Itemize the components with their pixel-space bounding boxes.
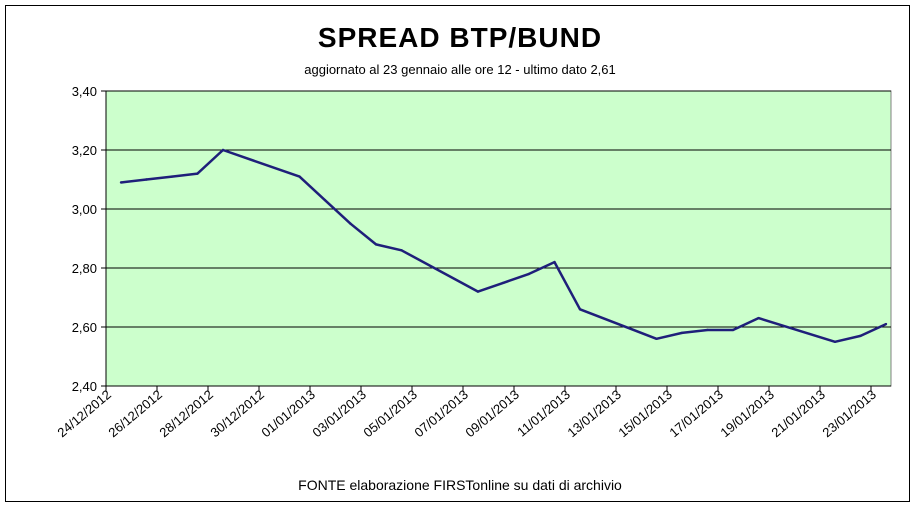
data-point (527, 272, 531, 276)
data-point (374, 243, 378, 246)
data-point (145, 178, 148, 181)
x-tick-label: 03/01/2013 (309, 387, 368, 440)
data-point (757, 316, 760, 320)
data-point (170, 175, 174, 178)
data-point (655, 337, 658, 340)
data-point (323, 198, 327, 202)
x-tick-label: 11/01/2013 (514, 387, 573, 440)
data-point (221, 148, 225, 152)
y-tick-label: 2,80 (72, 261, 97, 276)
x-tick-label: 24/12/2012 (54, 387, 113, 440)
x-tick-label: 28/12/2012 (156, 387, 215, 440)
x-tick-label: 17/01/2013 (666, 387, 725, 440)
x-tick-label: 19/01/2013 (717, 387, 776, 440)
y-tick-label: 2,40 (72, 379, 97, 394)
data-point (833, 340, 837, 343)
x-tick-label: 30/12/2012 (207, 387, 266, 440)
y-tick-label: 3,40 (72, 84, 97, 99)
x-tick-label: 26/12/2012 (105, 387, 164, 440)
chart-subtitle: aggiornato al 23 gennaio alle ore 12 - u… (304, 62, 616, 77)
data-point (476, 290, 480, 293)
data-point (502, 281, 505, 284)
y-tick-label: 3,00 (72, 202, 97, 217)
x-tick-label: 13/01/2013 (564, 387, 623, 440)
data-point (196, 172, 199, 175)
data-point (706, 328, 709, 332)
x-tick-label: 09/01/2013 (462, 387, 521, 440)
data-point (553, 260, 556, 264)
x-tick-label: 07/01/2013 (411, 387, 470, 440)
data-point (731, 328, 735, 332)
x-tick-label: 01/01/2013 (258, 387, 317, 440)
data-point (680, 331, 684, 335)
data-point (578, 308, 582, 311)
data-point (349, 222, 352, 225)
data-point (884, 322, 888, 326)
data-point (298, 175, 301, 178)
x-tick-label: 21/01/2013 (768, 387, 827, 440)
x-tick-label: 15/01/2013 (615, 387, 674, 440)
y-tick-label: 2,60 (72, 320, 97, 335)
x-tick-label: 23/01/2013 (819, 387, 878, 440)
data-point (859, 334, 862, 338)
data-point (400, 249, 403, 252)
chart-title: SPREAD BTP/BUND (317, 22, 603, 53)
data-point (119, 181, 123, 184)
chart-source: FONTE elaborazione FIRSTonline su dati d… (298, 477, 622, 493)
plot-area (105, 90, 892, 387)
x-tick-label: 05/01/2013 (360, 387, 419, 440)
y-tick-label: 3,20 (72, 143, 97, 158)
